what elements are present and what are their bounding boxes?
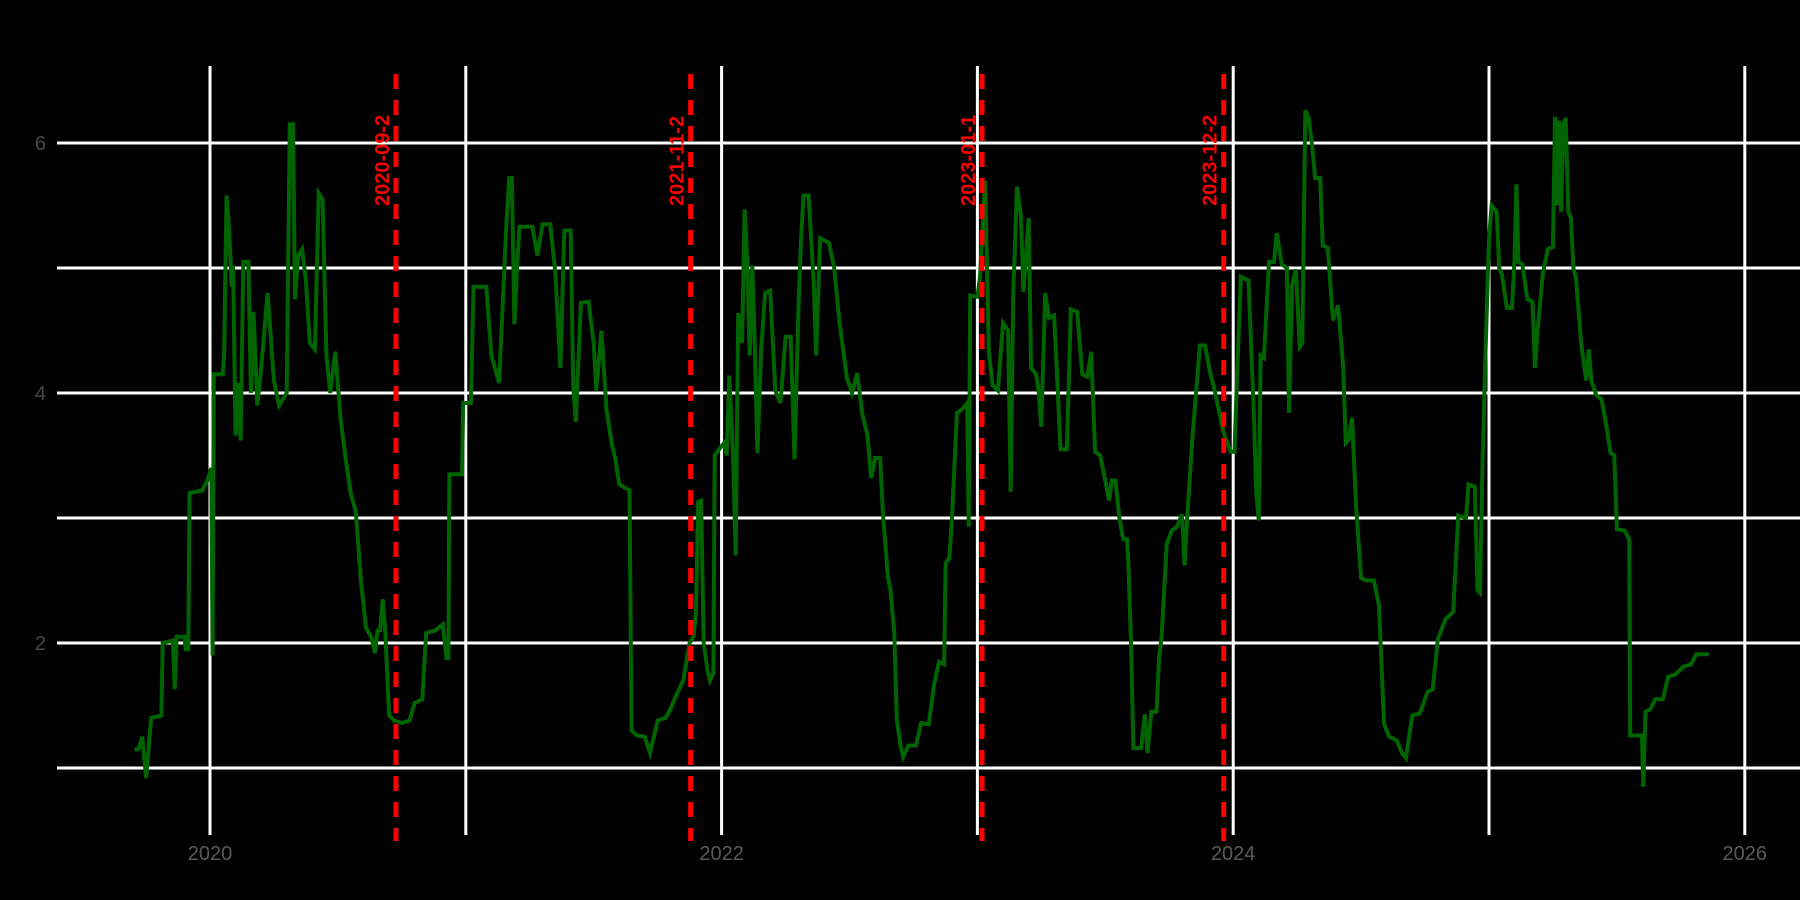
- data-series-layer: [134, 109, 1709, 787]
- event-lines-layer: 2020-09-2 2021-11-2 2023-01-1 2023-12-2: [372, 74, 1227, 841]
- x-tick-label-2020: 2020: [188, 843, 233, 865]
- y-tick-label-2: 2: [35, 633, 46, 655]
- gridlines-layer: [57, 66, 1800, 835]
- series-line-value: [134, 109, 1709, 787]
- event-label-1: 2021-11-2: [667, 116, 689, 206]
- axis-labels-layer: 2 4 6 2020 2022 2024 2026: [35, 133, 1767, 865]
- x-tick-label-2022: 2022: [699, 843, 744, 865]
- y-tick-label-6: 6: [35, 133, 46, 155]
- event-label-2: 2023-01-1: [958, 115, 980, 206]
- event-label-3: 2023-12-2: [1200, 115, 1222, 206]
- y-tick-label-4: 4: [35, 383, 46, 405]
- event-label-0: 2020-09-2: [372, 115, 394, 206]
- x-tick-label-2024: 2024: [1211, 843, 1256, 865]
- x-tick-label-2026: 2026: [1723, 843, 1768, 865]
